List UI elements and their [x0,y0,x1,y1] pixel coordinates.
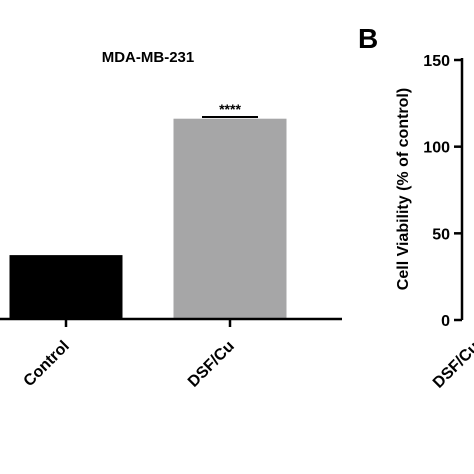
bar-control [9,255,123,319]
y-tick-label-100: 100 [423,140,450,157]
x-tick-label-dsfcu-b: DSF/Cu [430,339,474,392]
significance-label: **** [219,101,241,117]
y-tick-label-50: 50 [432,226,450,243]
y-tick-label-150: 150 [423,53,450,70]
left-bars [9,118,287,319]
y-tick-label-0: 0 [441,313,450,330]
left-panel: MDA-MB-231 **** Control DSF/Cu [0,49,342,391]
x-tick-label-dsfcu: DSF/Cu [185,338,238,391]
panel-label-b: B [358,23,378,54]
y-axis-label: Cell Viability (% of control) [395,88,412,290]
bar-dsf-cu [173,118,287,319]
right-y-ticks: 0 50 100 150 [423,53,462,330]
x-tick-label-control: Control [21,338,73,390]
right-panel: B Cell Viability (% of control) 0 50 100 15… [358,23,474,392]
chart-title: MDA-MB-231 [102,49,195,66]
